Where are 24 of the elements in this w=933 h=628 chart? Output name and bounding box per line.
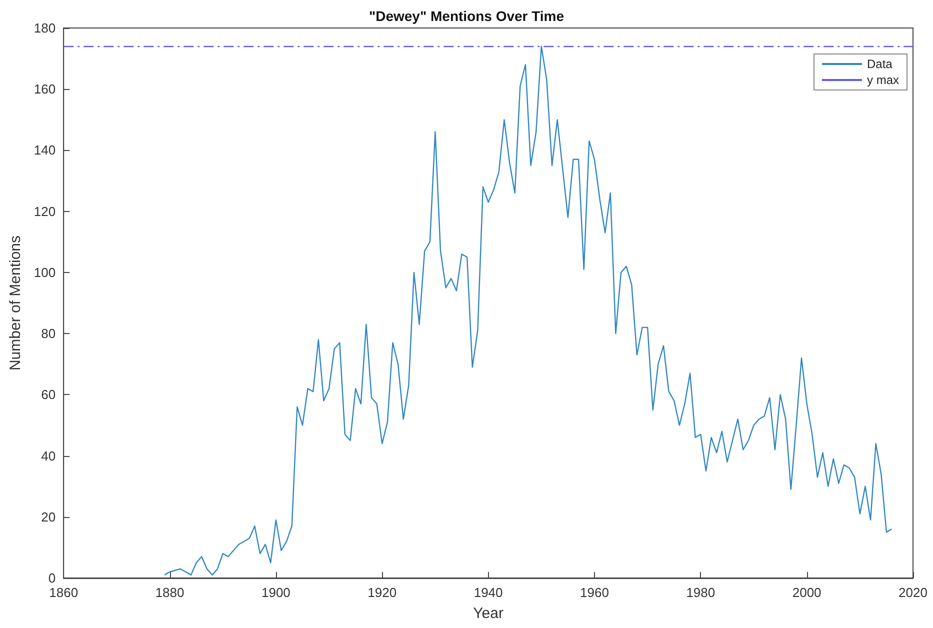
x-tick-label: 1860 [49, 585, 78, 600]
y-tick-label: 180 [34, 20, 56, 36]
y-tick-label: 160 [34, 82, 56, 97]
x-tick-label: 1940 [474, 585, 503, 600]
y-tick-label: 40 [41, 448, 56, 464]
y-tick-label: 120 [34, 204, 56, 219]
y-tick-label: 100 [34, 264, 56, 280]
x-axis-title: Year [473, 605, 504, 622]
y-tick-label: 20 [41, 509, 56, 524]
x-tick-label: 2000 [792, 585, 822, 600]
y-tick-label: 0 [48, 570, 56, 586]
legend-label: Data [866, 57, 893, 71]
x-tick-label: 1900 [261, 585, 290, 600]
legend-label: y max [866, 73, 900, 87]
x-tick-label: 1880 [155, 585, 184, 600]
y-tick-label: 80 [41, 326, 56, 342]
x-tick-label: 1980 [686, 585, 716, 600]
chart-title: "Dewey" Mentions Over Time [368, 8, 564, 24]
x-tick-label: 1920 [368, 585, 397, 600]
x-tick-label: 2020 [898, 585, 928, 600]
x-tick-label: 1960 [580, 585, 609, 600]
y-tick-label: 140 [34, 142, 56, 158]
y-tick-label: 60 [41, 387, 56, 402]
y-axis-title: Number of Mentions [7, 235, 24, 371]
